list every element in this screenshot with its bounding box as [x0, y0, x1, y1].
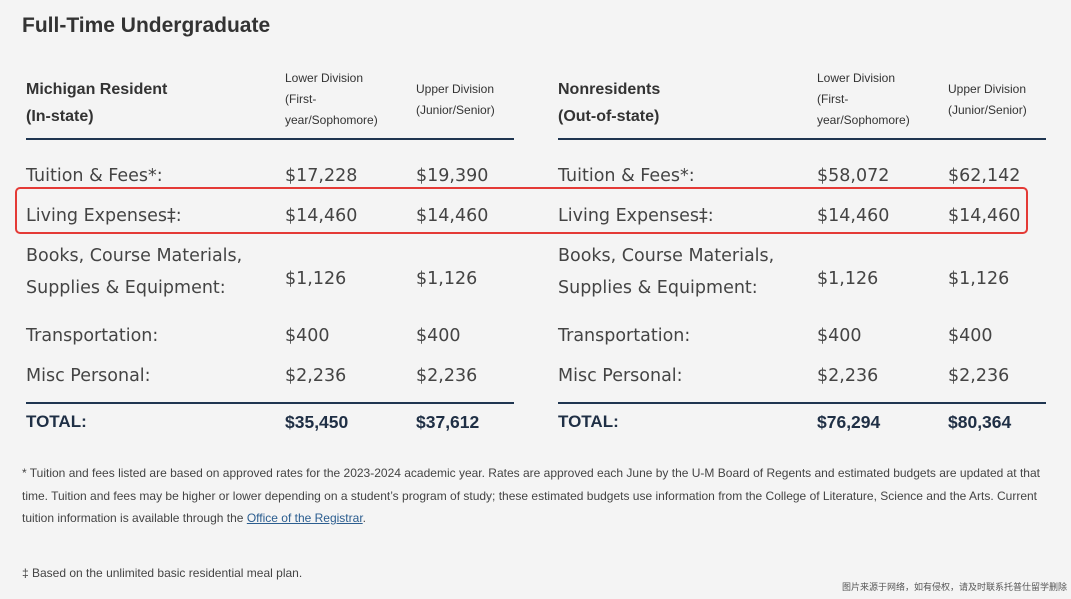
table-row: Living Expenses‡: $14,460 $14,460 — [558, 178, 1046, 226]
lower-value: $2,236 — [817, 366, 879, 386]
row-label: Misc Personal: — [558, 366, 683, 386]
upper-value: $1,126 — [416, 269, 478, 289]
upper-value: $2,236 — [416, 366, 478, 386]
upper-division-header: Upper Division (Junior/Senior) — [416, 82, 495, 117]
lower-value: $58,072 — [817, 166, 890, 186]
tuition-footnote: * Tuition and fees listed are based on a… — [22, 466, 1040, 525]
living-expenses-highlight-box — [15, 187, 1028, 234]
total-upper: $80,364 — [948, 412, 1012, 432]
table-row: Living Expenses‡: $14,460 $14,460 — [26, 178, 514, 226]
meal-plan-footnote: ‡ Based on the unlimited basic residenti… — [22, 566, 303, 580]
table-heading: Michigan Resident (In-state) — [26, 81, 168, 125]
lower-value: $400 — [285, 326, 330, 346]
lower-value: $1,126 — [285, 269, 347, 289]
table-heading: Nonresidents (Out-of-state) — [558, 81, 661, 125]
table-row: Transportation: $400 $400 — [558, 290, 1046, 346]
lower-value: $14,460 — [285, 206, 358, 226]
table-row: Tuition & Fees*: $58,072 $62,142 — [558, 140, 1046, 186]
total-lower: $76,294 — [817, 412, 881, 432]
row-label: Tuition & Fees*: — [558, 166, 695, 186]
table-row: Misc Personal: $2,236 $2,236 — [558, 330, 1046, 402]
lower-division-header: Lower Division (First- year/Sophomore) — [285, 71, 378, 127]
table-row: Misc Personal: $2,236 $2,236 — [26, 330, 514, 402]
table-row: Books, Course Materials, Supplies & Equi… — [558, 218, 1046, 298]
watermark-text: 图片来源于网络，如有侵权，请及时联系托普仕留学删除 — [841, 583, 1067, 593]
row-label: Transportation: — [26, 326, 159, 346]
row-label: Books, Course Materials, Supplies & Equi… — [26, 246, 243, 298]
table-row: Transportation: $400 $400 — [26, 290, 514, 346]
upper-value: $400 — [416, 326, 461, 346]
upper-value: $400 — [948, 326, 993, 346]
total-upper: $37,612 — [416, 412, 480, 432]
upper-value: $2,236 — [948, 366, 1010, 386]
table-header: Michigan Resident (In-state) Lower Divis… — [26, 70, 514, 140]
row-label: Living Expenses‡: — [558, 206, 714, 226]
upper-value: $1,126 — [948, 269, 1010, 289]
in-state-table: Michigan Resident (In-state) Lower Divis… — [26, 70, 514, 444]
table-header: Nonresidents (Out-of-state) Lower Divisi… — [558, 70, 1046, 140]
lower-value: $14,460 — [817, 206, 890, 226]
upper-division-header: Upper Division (Junior/Senior) — [948, 82, 1027, 117]
lower-value: $1,126 — [817, 269, 879, 289]
total-lower: $35,450 — [285, 412, 349, 432]
total-row: TOTAL: $35,450 $37,612 — [26, 402, 514, 444]
out-of-state-table: Nonresidents (Out-of-state) Lower Divisi… — [558, 70, 1046, 444]
table-row: Books, Course Materials, Supplies & Equi… — [26, 218, 514, 298]
registrar-link[interactable]: Office of the Registrar — [246, 511, 363, 525]
total-label: TOTAL: — [26, 412, 87, 431]
lower-value: $2,236 — [285, 366, 347, 386]
row-label: Living Expenses‡: — [26, 206, 182, 226]
row-label: Books, Course Materials, Supplies & Equi… — [558, 246, 775, 298]
upper-value: $19,390 — [416, 166, 489, 186]
page-title: Full-Time Undergraduate — [22, 14, 271, 37]
lower-division-header: Lower Division (First- year/Sophomore) — [817, 71, 910, 127]
upper-value: $62,142 — [948, 166, 1021, 186]
upper-value: $14,460 — [416, 206, 489, 226]
lower-value: $17,228 — [285, 166, 358, 186]
row-label: Tuition & Fees*: — [26, 166, 163, 186]
upper-value: $14,460 — [948, 206, 1021, 226]
total-row: TOTAL: $76,294 $80,364 — [558, 402, 1046, 444]
lower-value: $400 — [817, 326, 862, 346]
row-label: Transportation: — [558, 326, 691, 346]
table-row: Tuition & Fees*: $17,228 $19,390 — [26, 140, 514, 186]
total-label: TOTAL: — [558, 412, 619, 431]
row-label: Misc Personal: — [26, 366, 151, 386]
